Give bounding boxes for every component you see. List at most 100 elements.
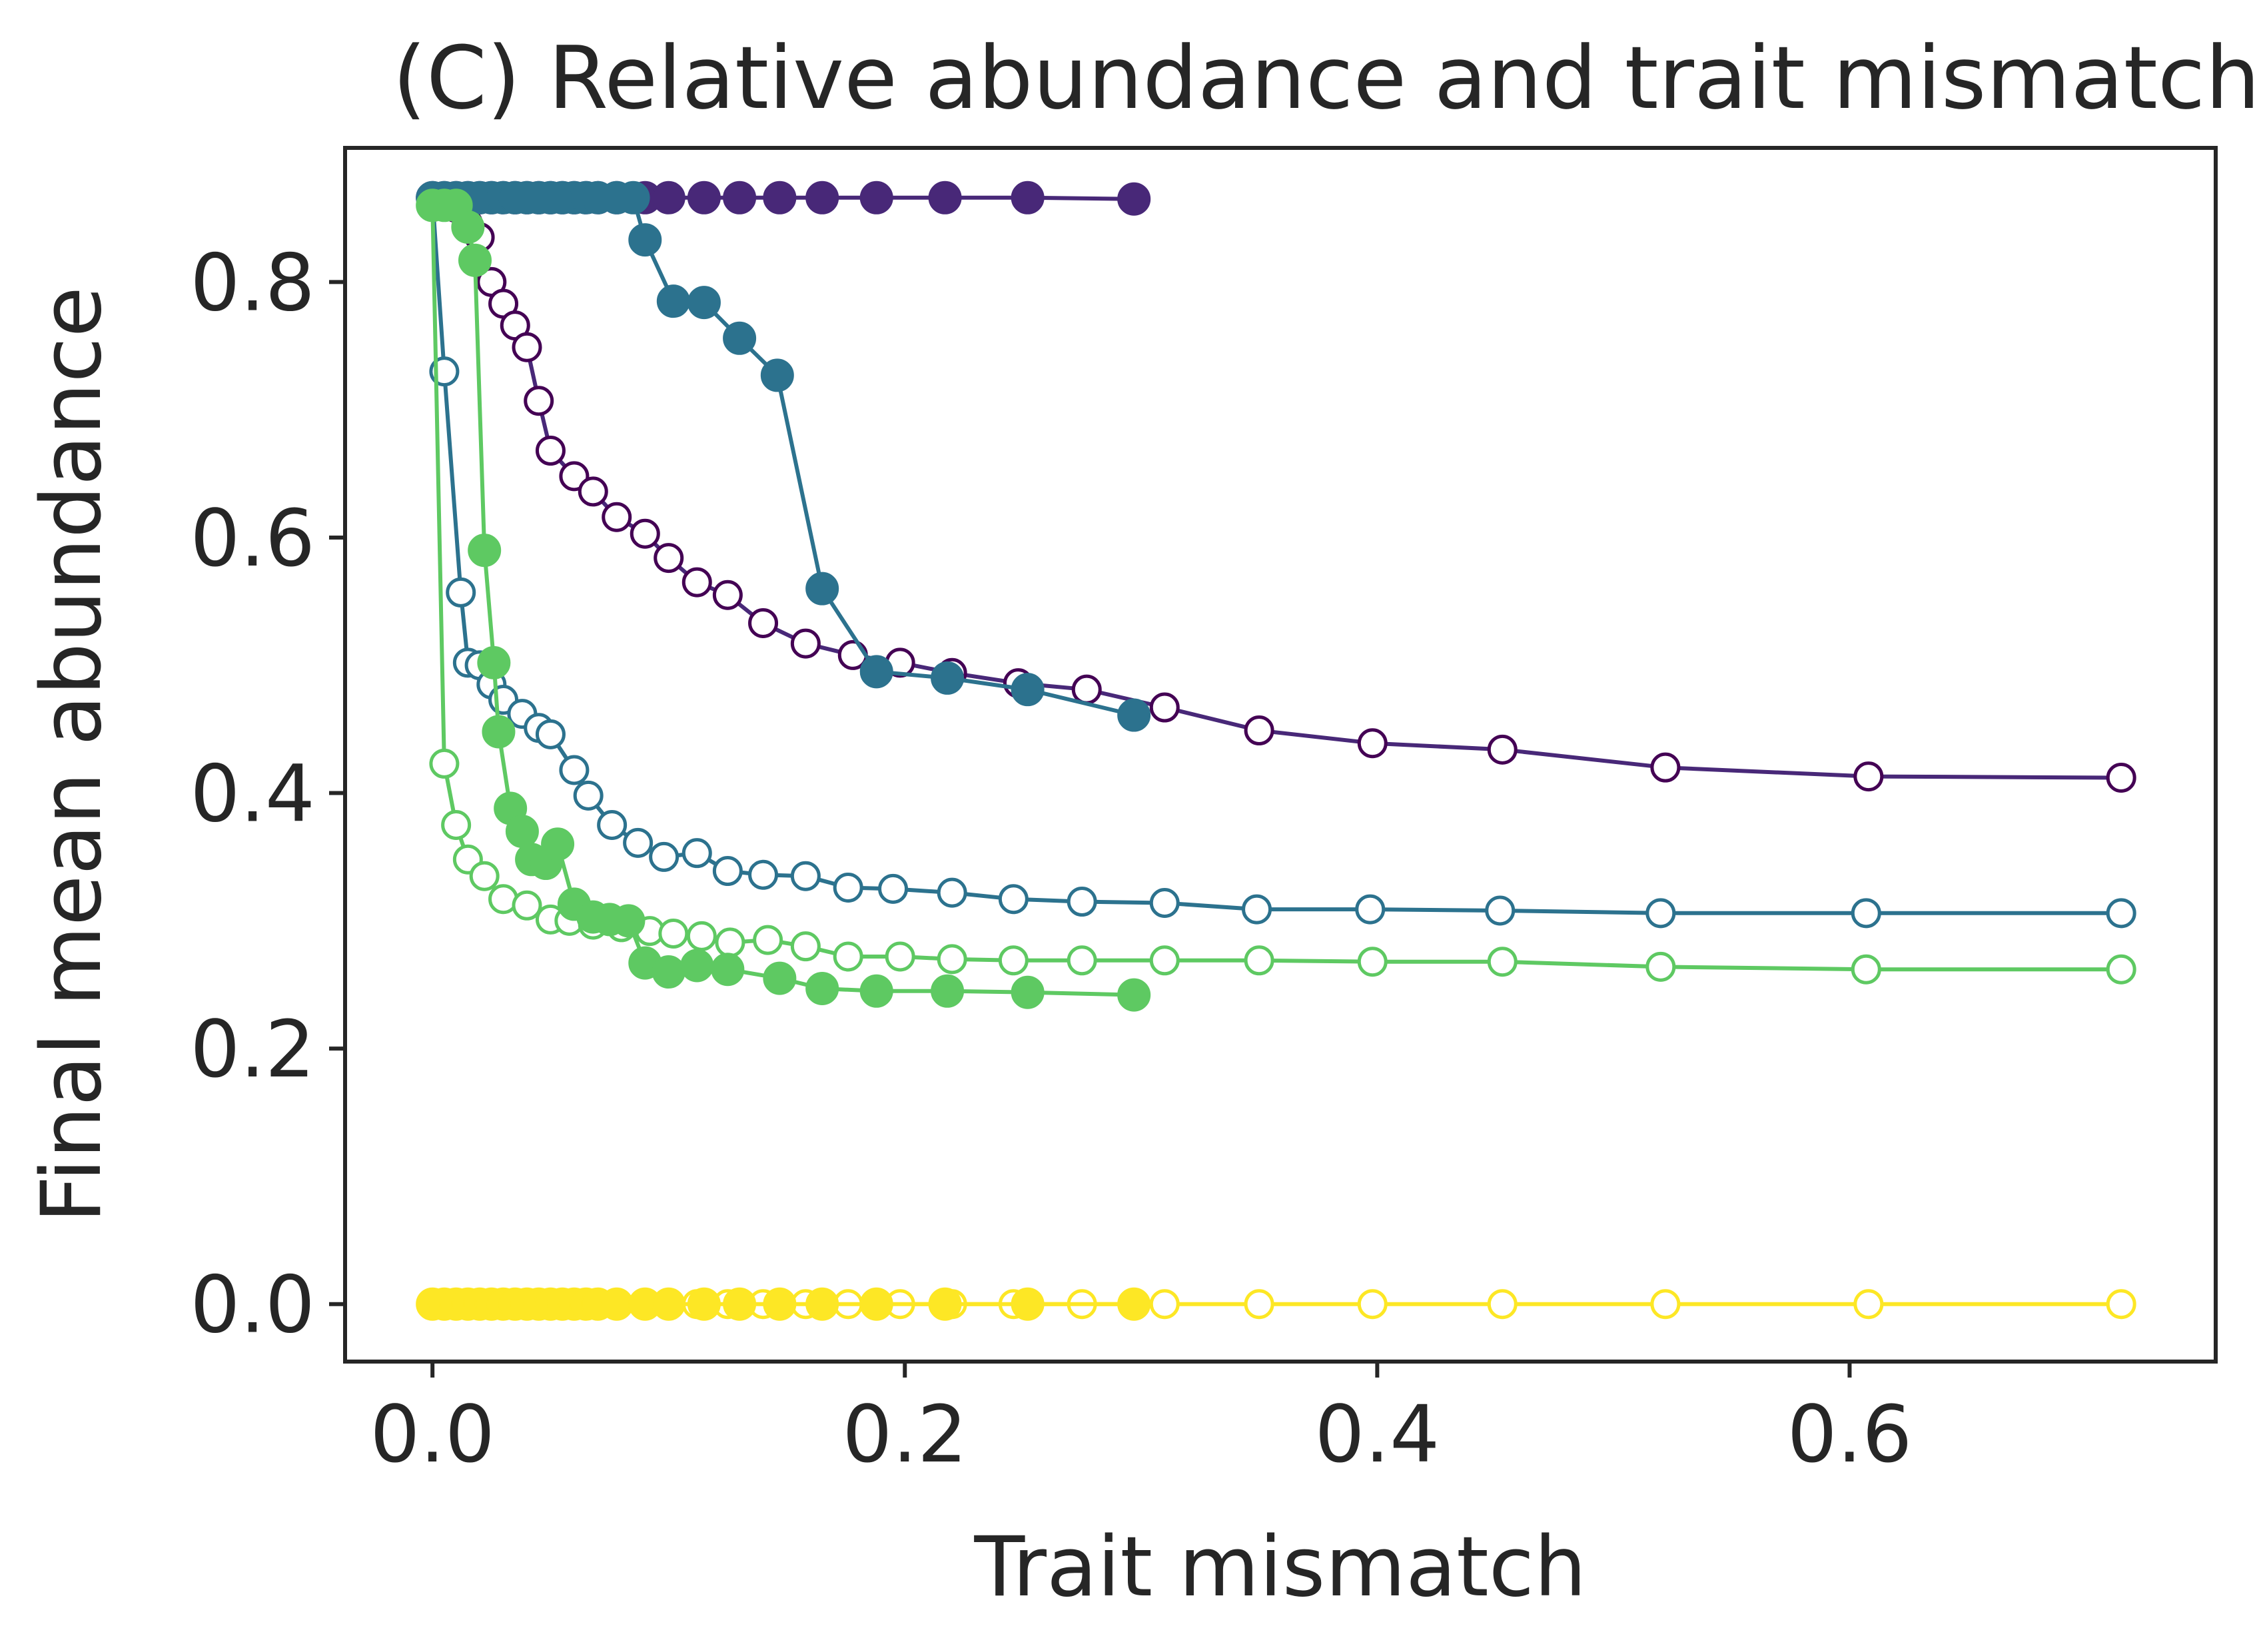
- x-tick-label: 0.4: [1315, 1388, 1440, 1480]
- data-point: [652, 181, 685, 214]
- data-point: [1487, 1289, 1518, 1320]
- data-point: [1149, 887, 1180, 918]
- data-point: [1853, 761, 1884, 792]
- data-point: [512, 890, 542, 921]
- data-point: [1357, 947, 1388, 977]
- data-point: [928, 1287, 962, 1321]
- data-point: [1853, 1289, 1884, 1320]
- data-point: [2106, 763, 2136, 793]
- data-point: [458, 243, 492, 277]
- data-point: [1355, 894, 1386, 925]
- data-point: [468, 534, 502, 568]
- series-layer: [416, 181, 2136, 1321]
- data-point: [1244, 1289, 1274, 1320]
- x-axis-label: Trait mismatch: [974, 1519, 1587, 1615]
- data-point: [859, 181, 893, 214]
- data-point: [2106, 1289, 2136, 1320]
- data-point: [1071, 674, 1102, 705]
- data-point: [998, 945, 1029, 976]
- data-point: [805, 572, 839, 606]
- data-point: [524, 386, 554, 416]
- data-point: [859, 974, 893, 1008]
- data-point: [1117, 182, 1151, 216]
- data-point: [1117, 1287, 1151, 1321]
- data-point: [723, 1287, 757, 1321]
- data-point: [1149, 1289, 1180, 1320]
- data-point: [1011, 1287, 1045, 1321]
- plot-area: [416, 181, 2136, 1321]
- data-point: [1645, 898, 1676, 929]
- data-point: [535, 436, 566, 466]
- data-point: [686, 921, 717, 951]
- data-point: [451, 210, 485, 244]
- data-point: [885, 941, 915, 972]
- data-point: [790, 931, 821, 962]
- data-point: [753, 925, 783, 955]
- axes-frame: [343, 146, 2218, 1364]
- data-point: [687, 181, 721, 214]
- data-point: [623, 827, 654, 858]
- data-point: [512, 332, 542, 362]
- data-point: [505, 815, 539, 849]
- data-point: [937, 877, 967, 908]
- data-point: [1149, 692, 1180, 723]
- data-point: [712, 580, 743, 610]
- data-point: [687, 286, 721, 320]
- y-tick-label: 0.6: [190, 492, 315, 584]
- data-point: [535, 719, 566, 749]
- data-point: [1851, 954, 1881, 985]
- data-point: [1357, 728, 1388, 759]
- data-point: [763, 181, 797, 214]
- data-point: [805, 971, 839, 1005]
- data-point: [429, 748, 460, 779]
- data-point: [559, 461, 590, 492]
- y-tick-label: 0.4: [190, 748, 315, 840]
- data-point: [1011, 673, 1045, 707]
- data-point: [1117, 978, 1151, 1012]
- data-point: [573, 780, 604, 811]
- data-point: [937, 944, 967, 975]
- data-point: [477, 645, 511, 679]
- data-point: [2106, 898, 2136, 929]
- data-point: [723, 181, 757, 214]
- data-point: [931, 661, 965, 695]
- data-point: [441, 809, 472, 840]
- data-point: [931, 974, 965, 1008]
- data-point: [652, 1287, 685, 1321]
- data-point: [1149, 945, 1180, 976]
- data-point: [628, 223, 662, 257]
- data-point: [711, 953, 745, 987]
- chart-title: (C) Relative abundance and trait mismatc…: [392, 27, 2260, 129]
- data-point: [805, 181, 839, 214]
- data-point: [790, 628, 821, 659]
- y-tick-label: 0.0: [190, 1259, 315, 1351]
- data-point: [1645, 951, 1676, 982]
- data-point: [680, 949, 714, 983]
- data-point: [656, 284, 690, 318]
- series-7: [416, 1287, 1151, 1321]
- data-point: [600, 1287, 634, 1321]
- data-point: [1117, 698, 1151, 732]
- data-point: [1650, 1289, 1681, 1320]
- y-axis-label: Final mean abundance: [24, 286, 120, 1223]
- data-point: [790, 861, 821, 891]
- data-point: [649, 841, 679, 872]
- data-point: [748, 859, 779, 890]
- data-point: [998, 884, 1029, 915]
- data-point: [658, 919, 689, 949]
- data-point: [1011, 975, 1045, 1009]
- series-4: [417, 190, 2136, 985]
- data-point: [597, 809, 628, 840]
- data-point: [616, 181, 650, 214]
- y-tick-label: 0.2: [190, 1003, 315, 1095]
- data-point: [1487, 947, 1518, 977]
- data-point: [723, 321, 757, 355]
- data-point: [805, 1287, 839, 1321]
- data-point: [446, 577, 476, 608]
- data-point: [652, 955, 685, 989]
- data-point: [1067, 887, 1097, 917]
- data-point: [833, 941, 863, 972]
- series-5: [416, 189, 1151, 1012]
- data-point: [715, 927, 745, 958]
